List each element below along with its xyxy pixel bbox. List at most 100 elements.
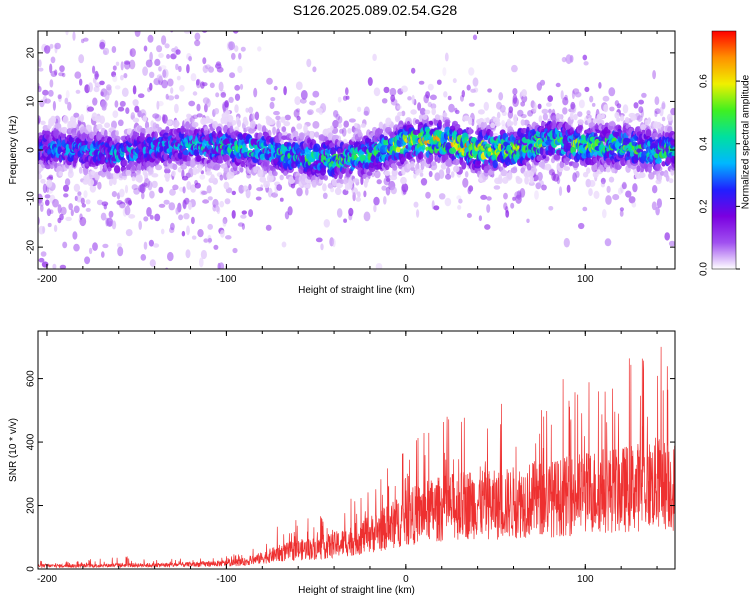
heatmap-cell	[136, 174, 143, 183]
heatmap-cell	[279, 197, 284, 202]
heatmap-cell	[93, 86, 100, 93]
heatmap-cell	[496, 111, 501, 119]
heatmap-cell	[194, 32, 201, 41]
heatmap-cell	[65, 31, 69, 36]
heatmap-cell	[562, 107, 568, 115]
heatmap-cell	[88, 82, 93, 93]
heatmap-cell	[62, 115, 69, 124]
heatmap-cell	[202, 65, 209, 74]
heatmap-cell	[167, 251, 174, 262]
heatmap-cell	[582, 206, 588, 212]
heatmap-cell	[117, 246, 124, 257]
heatmap-cell	[472, 77, 479, 87]
heatmap-cell	[183, 159, 187, 169]
heatmap-cell	[478, 215, 482, 222]
heatmap-cell	[586, 167, 591, 174]
heatmap-cell	[484, 224, 491, 230]
heatmap-cell	[114, 85, 121, 90]
heatmap-cell	[593, 190, 600, 199]
spectrogram-x-tick-label: 100	[577, 274, 594, 285]
heatmap-cell	[202, 199, 210, 204]
snr-series-line	[38, 346, 675, 569]
heatmap-cell	[154, 58, 161, 66]
heatmap-cell	[124, 205, 131, 216]
heatmap-cell	[457, 127, 463, 135]
heatmap-cell	[231, 210, 236, 219]
heatmap-cell	[600, 181, 606, 188]
heatmap-cell	[158, 66, 162, 72]
heatmap-cell	[457, 205, 462, 210]
heatmap-cell	[102, 243, 109, 249]
snr-x-tick-label: 100	[577, 574, 594, 585]
heatmap-cell	[261, 125, 267, 134]
heatmap-cell	[201, 82, 208, 87]
heatmap-cell	[125, 197, 132, 207]
heatmap-cell	[155, 123, 160, 129]
heatmap-cell	[182, 186, 186, 194]
heatmap-cell	[117, 106, 125, 112]
heatmap-cell	[539, 146, 544, 156]
heatmap-cell	[424, 109, 431, 115]
heatmap-cell	[184, 197, 190, 205]
heatmap-cell	[598, 82, 602, 89]
colorbar-tick-label: 0.6	[699, 74, 710, 88]
heatmap-cell	[489, 130, 494, 138]
snr-x-axis-label: Height of straight line (km)	[298, 585, 415, 596]
heatmap-cell	[355, 197, 361, 202]
heatmap-cell	[219, 174, 224, 181]
heatmap-cell	[572, 161, 580, 168]
heatmap-cell	[374, 170, 381, 179]
heatmap-cell	[511, 64, 518, 73]
heatmap-cell	[456, 195, 462, 200]
heatmap-cell	[473, 87, 479, 93]
heatmap-cell	[494, 121, 501, 127]
heatmap-cell	[130, 171, 137, 179]
heatmap-cell	[196, 79, 200, 86]
heatmap-cell	[234, 93, 241, 102]
snr-line-plot	[38, 346, 675, 569]
heatmap-cell	[438, 169, 445, 180]
heatmap-cell	[167, 78, 174, 87]
heatmap-cell	[547, 95, 553, 102]
heatmap-cell	[384, 170, 391, 176]
heatmap-cell	[616, 117, 621, 122]
heatmap-cell	[162, 68, 169, 79]
heatmap-cell	[234, 104, 239, 113]
heatmap-cell	[134, 105, 140, 113]
heatmap-cell	[165, 93, 169, 100]
heatmap-cell	[336, 268, 339, 269]
heatmap-cell	[257, 46, 262, 52]
heatmap-cell	[92, 97, 98, 106]
heatmap-cell	[215, 205, 220, 213]
heatmap-cell	[638, 172, 646, 179]
heatmap-cell	[128, 214, 136, 219]
heatmap-cell	[305, 188, 309, 196]
snr-y-tick-label: 600	[26, 370, 37, 387]
heatmap-cell	[166, 54, 171, 59]
heatmap-cell	[490, 122, 496, 129]
heatmap-cell	[421, 160, 427, 167]
heatmap-cell	[40, 120, 46, 126]
heatmap-cell	[445, 173, 452, 180]
heatmap-cell	[604, 238, 612, 247]
heatmap-cell	[253, 166, 258, 174]
heatmap-cell	[438, 193, 446, 200]
heatmap-cell	[108, 210, 114, 218]
heatmap-cell	[121, 159, 128, 167]
heatmap-cell	[654, 108, 661, 115]
heatmap-cell	[597, 119, 605, 127]
heatmap-cell	[422, 114, 428, 120]
heatmap-cell	[152, 275, 158, 279]
heatmap-cell	[452, 78, 457, 84]
heatmap-cell	[57, 204, 62, 214]
heatmap-cell	[440, 163, 447, 170]
heatmap-cell	[212, 120, 219, 130]
heatmap-cell	[515, 177, 523, 185]
heatmap-cell	[199, 257, 204, 268]
heatmap-cell	[73, 183, 81, 192]
heatmap-cell	[521, 94, 528, 103]
heatmap-cell	[231, 190, 236, 196]
heatmap-cell	[132, 85, 137, 95]
heatmap-cell	[63, 184, 69, 192]
